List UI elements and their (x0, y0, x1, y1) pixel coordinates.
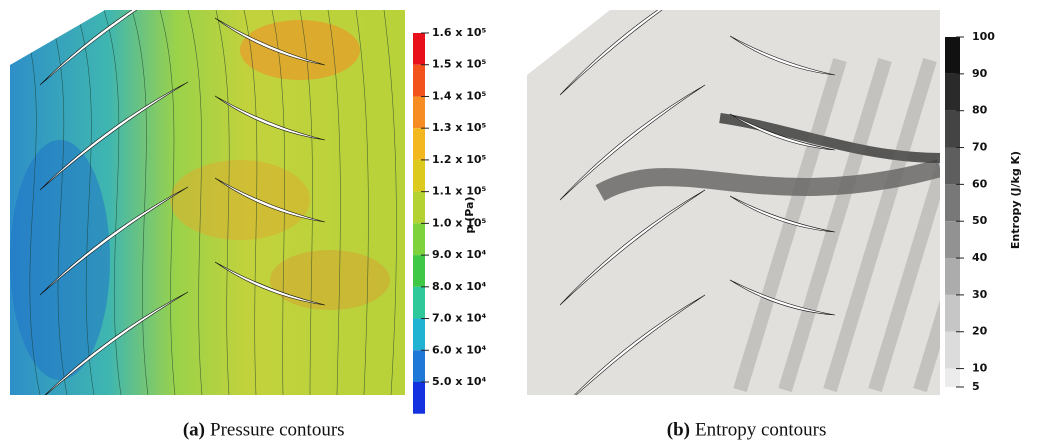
colorbar-band (413, 192, 425, 224)
tick-label: 5 (972, 380, 980, 393)
tick-label: 80 (972, 104, 988, 117)
tick-label: 1.0 x 10⁵ (432, 216, 487, 229)
caption-text: Entropy contours (695, 419, 826, 440)
tick-label: 20 (972, 325, 988, 338)
colorbar-band (945, 221, 960, 258)
tick-label: 9.0 x 10⁴ (432, 248, 487, 261)
colorbar-band (413, 65, 425, 97)
colorbar-band (945, 74, 960, 111)
colorbar-band (945, 332, 960, 369)
tick-label: 40 (972, 251, 988, 264)
colorbar-band (413, 350, 425, 382)
caption-text: Pressure contours (210, 419, 345, 440)
pressure-field (10, 0, 405, 400)
tick-label: 30 (972, 288, 988, 301)
caption-label: (b) (667, 419, 690, 440)
colorbar-band (413, 382, 425, 414)
colorbar-title: p (Pa) (463, 197, 476, 234)
colorbar-band (413, 96, 425, 128)
colorbar-band (413, 160, 425, 192)
tick-label: 8.0 x 10⁴ (432, 280, 487, 293)
tick-label: 7.0 x 10⁴ (432, 312, 487, 325)
tick-label: 6.0 x 10⁴ (432, 343, 487, 356)
colorbar-band (945, 184, 960, 221)
tick-label: 70 (972, 141, 988, 154)
colorbar-band (945, 295, 960, 332)
page: 1.6 x 10⁵ 1.5 x 10⁵ 1.4 x 10⁵ 1.3 x 10⁵ 1.2 … (0, 0, 1039, 448)
colorbar-band (945, 148, 960, 185)
tick-label: 1.6 x 10⁵ (432, 26, 487, 39)
tick-label: 1.3 x 10⁵ (432, 121, 487, 134)
tick-label: 5.0 x 10⁴ (432, 375, 487, 388)
figure: 1.6 x 10⁵ 1.5 x 10⁵ 1.4 x 10⁵ 1.3 x 10⁵ 1.2 … (0, 0, 1039, 448)
colorbar-band (413, 33, 425, 65)
colorbar-band (413, 223, 425, 255)
caption-label: (a) (183, 419, 205, 440)
colorbar-band (945, 369, 960, 387)
colorbar-band (945, 258, 960, 295)
colorbar-title: Entropy (J/kg K) (1009, 151, 1022, 249)
tick-label: 1.2 x 10⁵ (432, 153, 487, 166)
tick-label: 90 (972, 67, 988, 80)
tick-label: 100 (972, 30, 995, 43)
colorbar-band (413, 128, 425, 160)
tick-label: 50 (972, 214, 988, 227)
colorbar-band (945, 37, 960, 74)
tick-label: 60 (972, 177, 988, 190)
tick-label: 1.4 x 10⁵ (432, 89, 487, 102)
colorbar-band (413, 287, 425, 319)
colorbar-band (413, 319, 425, 351)
colorbar-band (945, 111, 960, 148)
tick-label: 10 (972, 362, 988, 375)
tick-label: 1.1 x 10⁵ (432, 185, 487, 198)
tick-label: 1.5 x 10⁵ (432, 58, 487, 71)
colorbar-band (413, 255, 425, 287)
